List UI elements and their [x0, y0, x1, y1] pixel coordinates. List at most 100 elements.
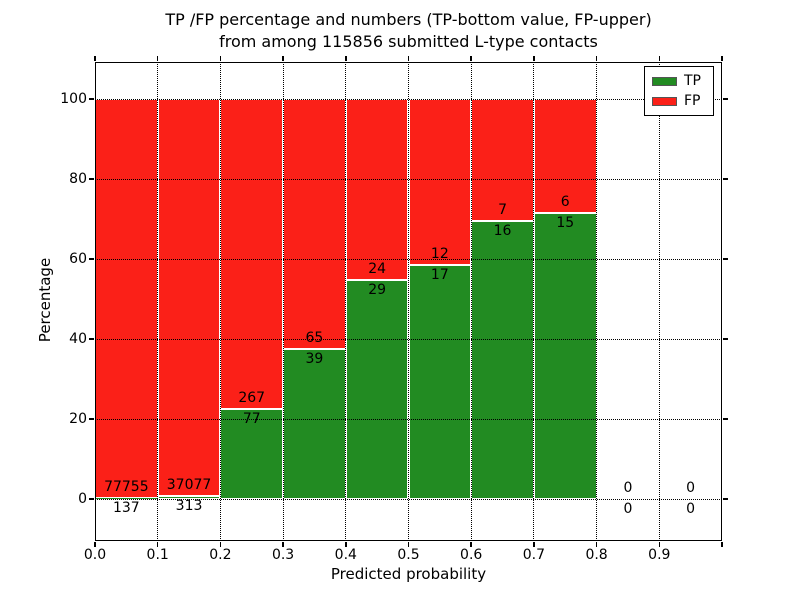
y-axis-tick-right [723, 418, 728, 420]
y-axis-tick [89, 98, 94, 100]
x-tick-label: 0.6 [460, 547, 483, 563]
y-axis-tick-right [723, 178, 728, 180]
x-tick-label: 0.1 [146, 547, 169, 563]
legend-swatch-fp [652, 96, 677, 106]
x-axis-label: Predicted probability [330, 565, 487, 583]
y-axis-tick-right [723, 498, 728, 500]
fp-bar-segment [471, 99, 534, 221]
x-tick-label: 0.4 [334, 547, 357, 563]
chart-title-line2: from among 115856 submitted L-type conta… [219, 32, 598, 51]
y-axis-tick-right [723, 258, 728, 260]
v-gridline [596, 62, 598, 541]
chart-title: TP /FP percentage and numbers (TP-bottom… [95, 9, 722, 53]
y-tick-label: 20 [69, 411, 87, 427]
count-labels-layer: 77755 137 37077 313 267 77 65 39 24 29 12 17 7 16 6 15 0… [95, 62, 722, 541]
fp-bar-segment [345, 99, 409, 281]
x-axis-tick-top [407, 56, 410, 61]
fp-count-label: 77755 [104, 479, 149, 496]
fp-count-label: 0 [623, 480, 633, 496]
chart-title-line1: TP /FP percentage and numbers (TP-bottom… [165, 10, 652, 29]
x-axis-tick-top [156, 56, 159, 61]
v-gridline [157, 62, 159, 541]
x-axis-tick [282, 542, 284, 547]
fp-count-label: 267 [238, 390, 266, 407]
y-axis-tick-right [723, 98, 728, 100]
tp-count-label: 137 [112, 500, 140, 517]
x-axis-tick [658, 542, 661, 547]
v-gridline [345, 62, 347, 541]
x-tick-label: 0.7 [522, 547, 546, 563]
y-tick-label: 80 [69, 171, 87, 187]
x-axis-tick-top [533, 56, 535, 61]
legend-swatch-tp [652, 76, 677, 86]
x-axis-tick [219, 542, 222, 547]
fp-count-label: 65 [305, 330, 324, 346]
fp-bar-segment [283, 99, 346, 349]
legend: TP FP [644, 66, 714, 116]
x-axis-tick-top [721, 56, 723, 61]
fp-count-label: 0 [686, 480, 696, 496]
x-tick-label: 0.0 [83, 547, 107, 563]
x-tick-label: 0.2 [209, 547, 232, 563]
v-gridline [533, 62, 535, 541]
fp-count-label: 12 [430, 245, 449, 262]
x-axis-tick [533, 542, 535, 547]
x-axis-tick [721, 542, 723, 547]
x-axis-tick-top [345, 56, 347, 61]
fp-count-label: 7 [498, 201, 507, 218]
y-axis-tick-right [723, 338, 728, 340]
fp-bar-segment [157, 99, 221, 496]
tp-count-label: 0 [686, 501, 696, 517]
y-axis-tick [89, 178, 94, 180]
fp-count-label: 37077 [166, 476, 212, 493]
fp-count-label: 24 [368, 261, 387, 278]
grid-layer [95, 62, 722, 541]
y-axis-tick [89, 498, 94, 500]
y-tick-label: 60 [69, 251, 87, 267]
bars-layer [95, 62, 722, 541]
tp-count-label: 29 [368, 282, 387, 299]
x-axis-tick-top [282, 56, 284, 61]
y-axis-tick [89, 338, 94, 340]
x-axis-tick [345, 542, 347, 547]
fp-bar-segment [220, 99, 284, 410]
x-axis-tick [407, 542, 410, 547]
y-tick-label: 100 [60, 91, 87, 107]
x-axis-tick-top [94, 56, 96, 61]
legend-label-fp: FP [684, 93, 701, 109]
x-axis-tick-top [219, 56, 222, 61]
v-gridline [282, 62, 284, 541]
x-axis-tick [156, 542, 159, 547]
tp-bar-segment [283, 349, 346, 499]
tp-bar-segment [220, 409, 284, 499]
legend-row: FP [645, 91, 713, 111]
tp-count-label: 17 [430, 266, 449, 283]
x-axis-tick [94, 542, 96, 547]
x-tick-label: 0.9 [648, 547, 671, 563]
y-tick-label: 40 [69, 331, 87, 347]
v-gridline [470, 62, 472, 541]
tp-count-label: 39 [305, 351, 324, 367]
x-tick-label: 0.3 [271, 547, 295, 563]
legend-row: TP [645, 71, 713, 91]
v-gridline [408, 62, 409, 541]
v-gridline [219, 62, 221, 541]
x-axis-tick [470, 542, 472, 547]
tp-count-label: 16 [493, 222, 512, 239]
tp-count-label: 15 [556, 215, 575, 232]
fp-bar-segment [533, 99, 597, 214]
x-axis-tick-top [470, 56, 472, 61]
x-axis-tick-top [658, 56, 661, 61]
y-axis-tick [89, 418, 94, 420]
x-axis-tick-top [595, 56, 598, 61]
tp-bar-segment [533, 213, 597, 499]
x-tick-label: 0.5 [397, 547, 420, 563]
plot-area: 77755 137 37077 313 267 77 65 39 24 29 12 17 7 16 6 15 0… [95, 62, 722, 541]
x-tick-label: 0.8 [585, 547, 608, 563]
x-axis-tick [595, 542, 598, 547]
fp-count-label: 6 [560, 194, 570, 211]
y-axis-tick [89, 258, 94, 260]
tp-count-label: 0 [623, 501, 633, 517]
legend-label-tp: TP [684, 73, 701, 89]
